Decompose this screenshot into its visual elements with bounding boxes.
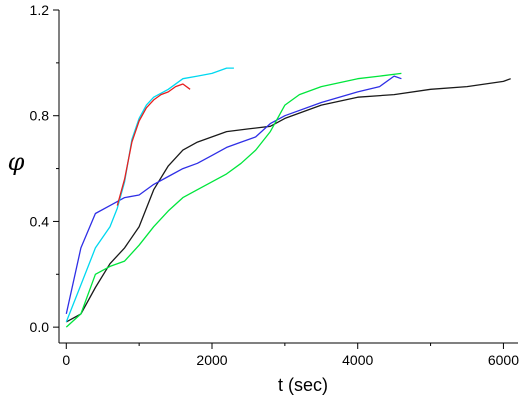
- series-layer: [65, 67, 511, 328]
- series-line-2: [65, 75, 402, 315]
- x-tick-label: 4000: [342, 352, 373, 368]
- y-tick-label: 0.4: [30, 213, 50, 229]
- y-axis-title: φ: [8, 148, 25, 176]
- y-tick-label: 1.2: [30, 2, 50, 18]
- x-tick-label: 6000: [488, 352, 519, 368]
- series-line-4: [65, 67, 234, 323]
- series-line-5: [116, 83, 191, 206]
- x-tick-label: 0: [62, 352, 70, 368]
- y-tick-label: 0.0: [30, 319, 50, 335]
- axes-layer: 0 2000 4000 6000 0.0 0.4 0.8 1.2: [30, 2, 520, 368]
- y-tick-label: 0.8: [30, 108, 50, 124]
- series-line-3: [65, 72, 402, 328]
- x-tick-label: 2000: [196, 352, 227, 368]
- series-line-1: [65, 78, 511, 323]
- x-axis-title: t (sec): [278, 375, 328, 395]
